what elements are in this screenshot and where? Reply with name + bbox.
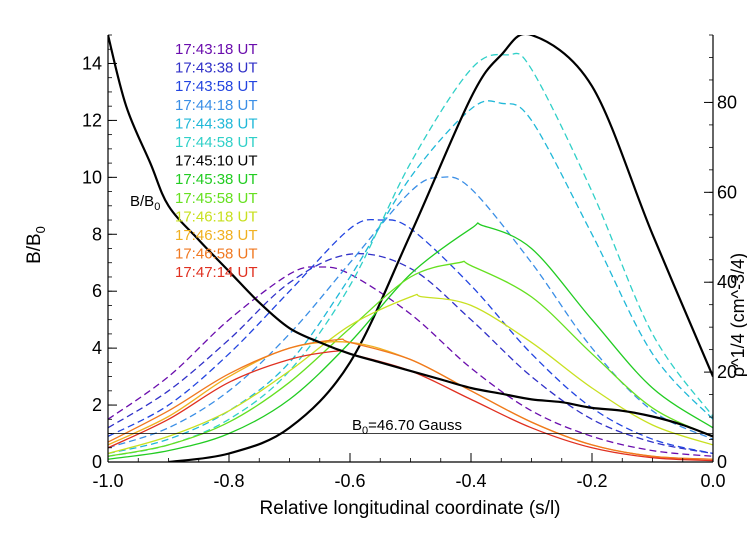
legend-entry-4: 17:44:38 UT bbox=[175, 115, 258, 132]
legend-entry-7: 17:45:38 UT bbox=[175, 171, 258, 188]
y-axis-title: B/B0 bbox=[24, 226, 48, 264]
x-tick-label-4: -0.2 bbox=[576, 471, 607, 491]
y-right-tick-label-2: 40 bbox=[717, 272, 737, 292]
series-line-8 bbox=[108, 260, 713, 457]
legend-entry-11: 17:46:58 UT bbox=[175, 246, 258, 263]
x-tick-label-3: -0.4 bbox=[455, 471, 486, 491]
series-line-11 bbox=[108, 338, 713, 460]
x-tick-label-2: -0.6 bbox=[334, 471, 365, 491]
right-axis-title: ρ^1/4 (cm^-3/4) bbox=[728, 253, 747, 377]
y-tick-label-5: 10 bbox=[82, 167, 102, 187]
reference-line-label: B0=46.70 Gauss bbox=[352, 417, 462, 437]
series-line-4 bbox=[108, 100, 713, 455]
y-tick-label-6: 12 bbox=[82, 110, 102, 130]
series-layer bbox=[108, 35, 713, 462]
legend-entry-12: 17:47:14 UT bbox=[175, 264, 258, 281]
y-tick-label-2: 4 bbox=[92, 338, 102, 358]
series-line-9 bbox=[108, 293, 713, 455]
x-axis-title: Relative longitudinal coordinate (s/l) bbox=[260, 498, 561, 519]
legend-entry-10: 17:46:38 UT bbox=[175, 227, 258, 244]
legend-entry-3: 17:44:18 UT bbox=[175, 97, 258, 114]
series-line-0 bbox=[108, 266, 713, 457]
bb0-label: B/B0 bbox=[130, 193, 160, 213]
legend-entry-2: 17:43:58 UT bbox=[175, 78, 258, 95]
x-tick-label-0: -1.0 bbox=[92, 471, 123, 491]
y-right-tick-label-3: 60 bbox=[717, 182, 737, 202]
y-right-tick-label-0: 0 bbox=[717, 452, 727, 472]
series-line-6 bbox=[168, 35, 713, 462]
legend-entry-0: 17:43:18 UT bbox=[175, 41, 258, 58]
y-tick-label-3: 6 bbox=[92, 281, 102, 301]
y-tick-label-4: 8 bbox=[92, 224, 102, 244]
y-right-tick-label-1: 20 bbox=[717, 362, 737, 382]
series-line-3 bbox=[108, 176, 713, 449]
legend-entry-6: 17:45:10 UT bbox=[175, 153, 258, 170]
legend-entry-8: 17:45:58 UT bbox=[175, 190, 258, 207]
y-tick-label-1: 2 bbox=[92, 395, 102, 415]
legend-entry-5: 17:44:58 UT bbox=[175, 134, 258, 151]
annotations: B/B0 B0=46.70 Gauss bbox=[130, 193, 462, 437]
x-tick-label-1: -0.8 bbox=[213, 471, 244, 491]
bb0-label-sub: 0 bbox=[154, 201, 160, 213]
ticks-layer: -1.0 -0.8 -0.6 -0.4 -0.2 0.002468101214020406… bbox=[82, 34, 737, 491]
y-right-tick-label-4: 80 bbox=[717, 92, 737, 112]
series-line-1 bbox=[108, 253, 713, 455]
y-tick-label-7: 14 bbox=[82, 53, 102, 73]
legend-entry-1: 17:43:38 UT bbox=[175, 60, 258, 77]
x-tick-label-5: 0.0 bbox=[700, 471, 725, 491]
y-tick-label-0: 0 bbox=[92, 452, 102, 472]
bb0-profile-line bbox=[108, 35, 713, 438]
legend-entry-9: 17:46:18 UT bbox=[175, 208, 258, 225]
